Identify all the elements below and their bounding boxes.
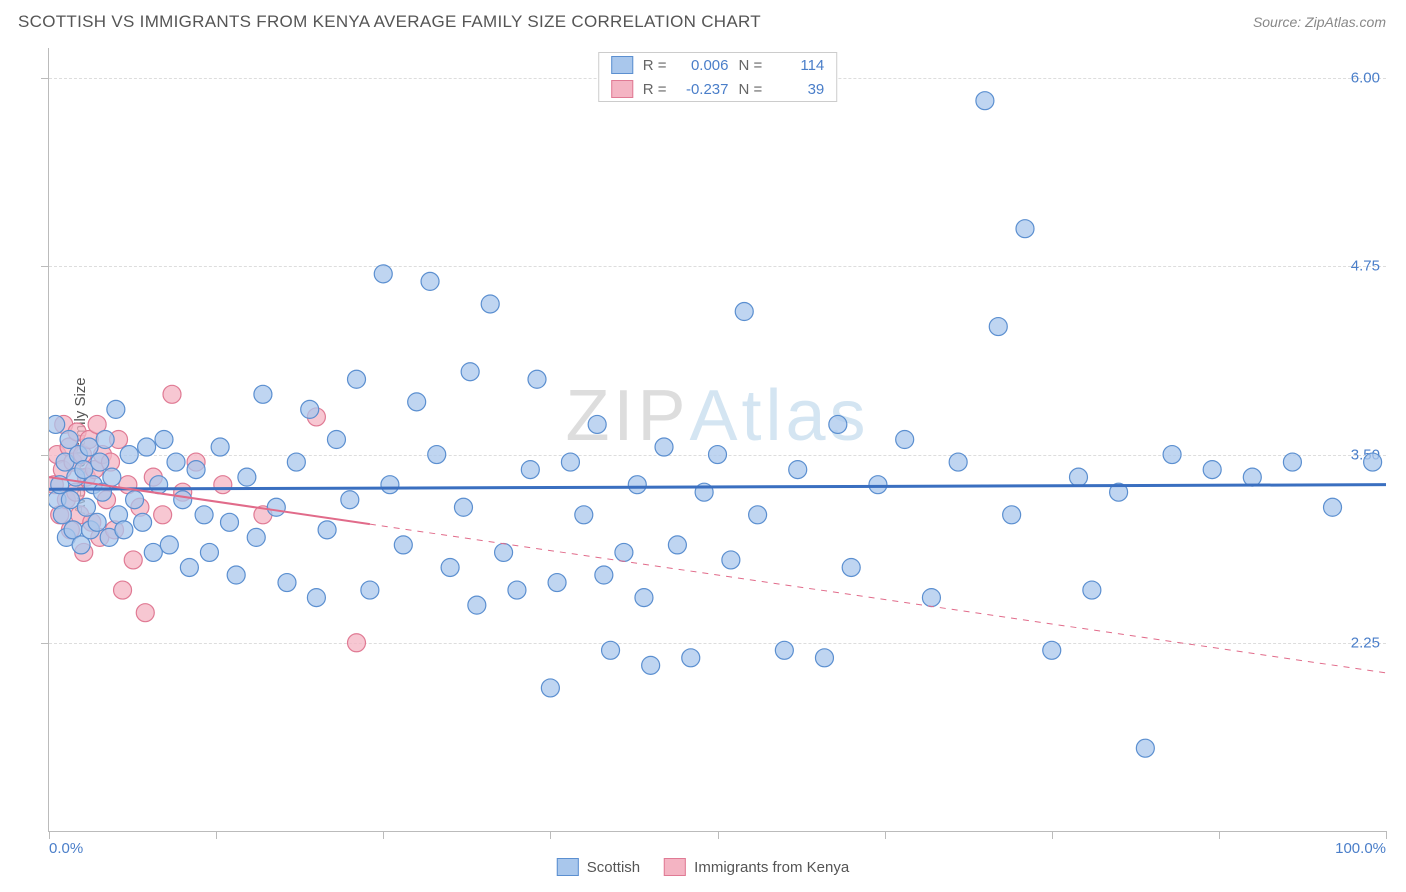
- chart-title: SCOTTISH VS IMMIGRANTS FROM KENYA AVERAG…: [18, 12, 761, 32]
- source-attribution: Source: ZipAtlas.com: [1253, 14, 1386, 30]
- r-value-kenya: -0.237: [677, 81, 729, 98]
- r-label: R =: [643, 81, 667, 98]
- chart-plot-area: ZIPAtlas R = 0.006 N = 114 R = -0.237 N …: [48, 48, 1386, 832]
- r-value-scottish: 0.006: [677, 57, 729, 74]
- legend-row-scottish: R = 0.006 N = 114: [599, 53, 837, 77]
- n-value-kenya: 39: [772, 81, 824, 98]
- legend-row-kenya: R = -0.237 N = 39: [599, 77, 837, 101]
- correlation-legend: R = 0.006 N = 114 R = -0.237 N = 39: [598, 52, 838, 102]
- legend-item-kenya: Immigrants from Kenya: [664, 858, 849, 876]
- r-label: R =: [643, 57, 667, 74]
- legend-swatch-scottish: [557, 858, 579, 876]
- n-label: N =: [739, 57, 763, 74]
- n-value-scottish: 114: [772, 57, 824, 74]
- legend-item-scottish: Scottish: [557, 858, 640, 876]
- legend-swatch-kenya: [611, 80, 633, 98]
- x-tick-label-left: 0.0%: [49, 840, 83, 857]
- legend-label-scottish: Scottish: [587, 859, 640, 876]
- x-tick-label-right: 100.0%: [1335, 840, 1386, 857]
- legend-label-kenya: Immigrants from Kenya: [694, 859, 849, 876]
- series-legend: Scottish Immigrants from Kenya: [557, 858, 849, 876]
- scatter-plot-svg: [49, 48, 1386, 831]
- legend-swatch-scottish: [611, 56, 633, 74]
- legend-swatch-kenya: [664, 858, 686, 876]
- n-label: N =: [739, 81, 763, 98]
